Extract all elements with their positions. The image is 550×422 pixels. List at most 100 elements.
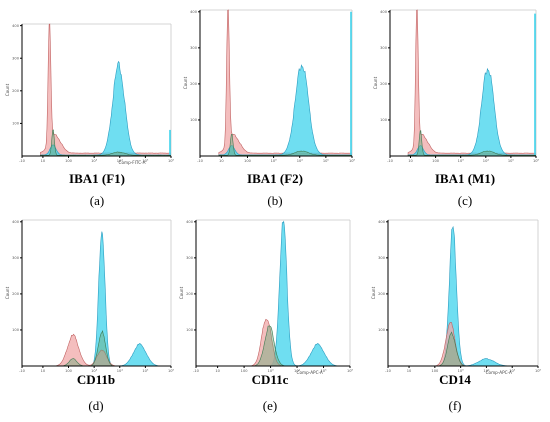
series-area-green — [218, 133, 352, 157]
x-tick-label: -10 — [387, 159, 394, 163]
panel-label: (b) — [267, 193, 282, 208]
x-tick-label: 10⁴ — [483, 159, 490, 163]
series-area-pink — [407, 9, 536, 157]
panel-label: (c) — [458, 193, 472, 208]
x-tick-label: 10⁵ — [509, 369, 516, 373]
x-tick-label: -10 — [385, 369, 392, 373]
x-tick-label: 10 — [407, 369, 412, 373]
y-tick-label: 300 — [12, 56, 20, 60]
x-tick-label: 10⁶ — [533, 159, 540, 163]
series-area-cyan — [407, 67, 536, 157]
y-axis-title: Count — [5, 83, 10, 96]
y-tick-label: 100 — [380, 118, 388, 122]
y-axis-title: Count — [179, 286, 184, 299]
y-tick-label: 300 — [190, 46, 198, 50]
x-tick-label: -10 — [19, 159, 26, 163]
y-tick-label: 400 — [190, 10, 198, 14]
y-tick-label: 200 — [380, 82, 388, 86]
x-tick-label: 10 — [408, 159, 413, 163]
panel-label: (a) — [90, 193, 104, 208]
x-tick-label: 100 — [244, 159, 252, 163]
y-tick-label: 100 — [12, 122, 20, 126]
marker-title: IBA1 (F1) — [69, 171, 125, 186]
x-tick-label: 10⁴ — [117, 369, 124, 373]
series-area-green — [40, 129, 171, 157]
y-tick-label: 300 — [378, 256, 386, 260]
x-tick-label: 10⁴ — [294, 369, 301, 373]
y-tick-label: 200 — [186, 292, 194, 296]
x-tick-label: 10³ — [458, 369, 465, 373]
x-tick-label: 10⁵ — [142, 159, 149, 163]
x-tick-label: 10 — [215, 369, 220, 373]
x-tick-label: 10⁴ — [117, 159, 124, 163]
x-axis-title: Comp-APC-A — [486, 370, 512, 375]
y-tick-label: 400 — [378, 220, 386, 224]
chart-panel-d: 100 200 300 400 -10 10 100 10³ 10⁴ 10⁵ 10⁶ Count CD1… — [5, 219, 175, 413]
y-tick-label: 200 — [378, 292, 386, 296]
panel-label: (e) — [263, 398, 277, 413]
x-tick-label: 10⁴ — [483, 369, 490, 373]
x-tick-label: 10³ — [91, 369, 98, 373]
y-tick-label: 400 — [12, 220, 20, 224]
y-tick-label: 400 — [186, 220, 194, 224]
x-tick-label: 10³ — [271, 159, 278, 163]
x-tick-label: 10⁶ — [168, 159, 175, 163]
x-tick-label: 100 — [431, 369, 439, 373]
x-tick-label: 100 — [65, 159, 73, 163]
x-axis-title: Comp-APC-A — [297, 370, 323, 375]
marker-title: IBA1 (M1) — [435, 171, 495, 186]
x-tick-label: 100 — [65, 369, 73, 373]
y-tick-label: 100 — [378, 328, 386, 332]
y-tick-label: 100 — [12, 328, 20, 332]
chart-panel-c: 100 200 300 400 -10 10 100 10³ 10⁴ 10⁵ 10⁶ Count IBA… — [373, 9, 540, 208]
x-tick-label: 10⁶ — [349, 159, 356, 163]
x-tick-label: 10 — [41, 369, 46, 373]
x-tick-label: 10⁵ — [323, 159, 330, 163]
marker-title: IBA1 (F2) — [247, 171, 303, 186]
y-axis-title: Count — [373, 76, 378, 89]
y-tick-label: 400 — [12, 24, 20, 28]
y-tick-label: 100 — [186, 328, 194, 332]
series-area-pink — [218, 9, 352, 157]
x-tick-label: 10 — [41, 159, 46, 163]
chart-panel-f: 100 200 300 400 -10 10 100 10³ 10⁴ 10⁵ 10⁶ Count Com… — [371, 219, 542, 413]
x-tick-label: 10⁶ — [347, 369, 354, 373]
series-area-cyan — [215, 220, 350, 367]
x-tick-label: -10 — [197, 159, 204, 163]
x-axis-title: Comp-FITC-A — [119, 160, 146, 165]
x-tick-label: 10⁵ — [142, 369, 149, 373]
panel-label: (d) — [88, 398, 103, 413]
x-tick-label: -10 — [193, 369, 200, 373]
y-tick-label: 300 — [12, 256, 20, 260]
x-tick-label: 10⁶ — [168, 369, 175, 373]
x-tick-label: 10³ — [458, 159, 465, 163]
y-tick-label: 200 — [190, 82, 198, 86]
x-tick-label: 10⁶ — [535, 369, 542, 373]
y-axis-title: Count — [5, 286, 10, 299]
series-area-pink — [406, 321, 538, 367]
x-tick-label: 10⁵ — [508, 159, 515, 163]
y-tick-label: 200 — [12, 292, 20, 296]
y-tick-label: 100 — [190, 118, 198, 122]
series-area-pink — [40, 23, 171, 157]
y-tick-label: 400 — [380, 10, 388, 14]
series-area-cyan — [40, 60, 171, 157]
series-area-green — [406, 331, 538, 367]
y-tick-label: 300 — [380, 46, 388, 50]
series-area-green — [407, 130, 536, 157]
x-tick-label: 100 — [241, 369, 249, 373]
series-area-cyan — [218, 64, 352, 157]
y-axis-title: Count — [371, 286, 376, 299]
x-tick-label: 10³ — [91, 159, 98, 163]
x-tick-label: -10 — [19, 369, 26, 373]
marker-title: CD11c — [252, 372, 289, 387]
x-tick-label: 100 — [432, 159, 440, 163]
series-area-cyan — [406, 225, 538, 367]
x-tick-label: 10³ — [268, 369, 275, 373]
y-tick-label: 200 — [12, 89, 20, 93]
chart-panel-e: 100 200 300 400 -10 10 100 10³ 10⁴ 10⁵ 10⁶ Count Com… — [179, 219, 354, 413]
panel-label: (f) — [449, 398, 462, 413]
x-tick-label: 10⁵ — [321, 369, 328, 373]
chart-panel-b: 100 200 300 400 -10 10 100 10³ 10⁴ 10⁵ 10⁶ Count IBA… — [183, 9, 356, 208]
